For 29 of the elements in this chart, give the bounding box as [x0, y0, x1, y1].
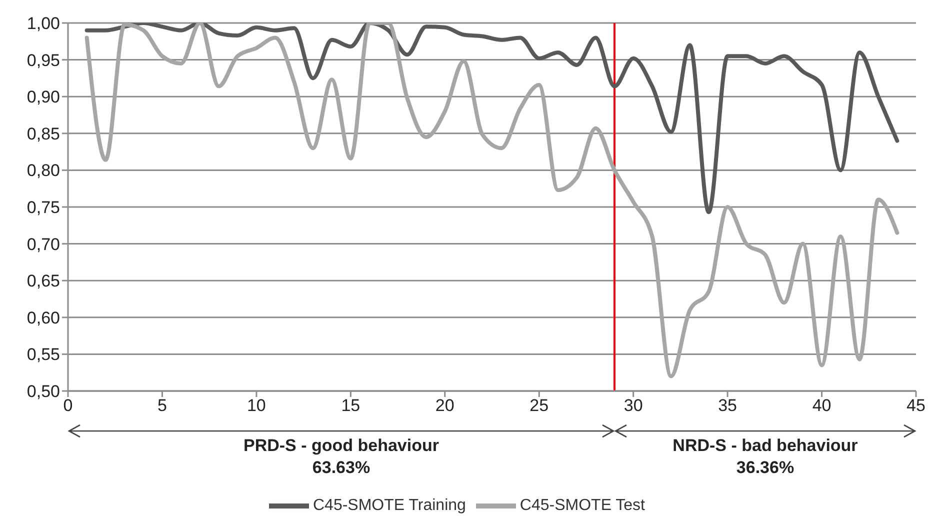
- x-tick-label: 15: [341, 396, 360, 416]
- legend-label: C45-SMOTE Training: [312, 497, 466, 514]
- x-tick-label: 35: [718, 396, 738, 416]
- x-tick-label: 0: [63, 396, 73, 416]
- text: NRD-S - bad behaviour: [672, 436, 858, 455]
- y-tick-label: 0,75: [26, 198, 60, 218]
- y-tick-label: 0,60: [26, 308, 60, 328]
- x-tick-label: 10: [246, 396, 266, 416]
- x-tick-label: 20: [435, 396, 454, 416]
- y-tick-label: 0,55: [26, 345, 60, 364]
- y-tick-label: 0,65: [26, 272, 60, 291]
- x-tick-label: 40: [812, 396, 832, 416]
- y-tick-label: 1,00: [26, 14, 60, 34]
- x-tick-label: 30: [624, 396, 643, 416]
- line-series: [84, 23, 900, 378]
- y-tick-label: 0,80: [26, 161, 60, 180]
- y-tick-label: 0,90: [26, 88, 60, 107]
- y-tick-label: 0,95: [26, 50, 60, 70]
- x-tick-label: 25: [530, 396, 549, 416]
- text: 36.36%: [736, 458, 794, 477]
- y-tick-label: 0,50: [26, 382, 60, 402]
- text: PRD-S - good behaviour: [243, 436, 440, 455]
- y-tick-label: 0,85: [26, 124, 60, 144]
- x-tick-label: 45: [906, 396, 926, 416]
- text: 63.63%: [312, 458, 370, 477]
- line-series: [84, 23, 900, 214]
- x-tick-label: 5: [157, 396, 167, 416]
- legend-label: C45-SMOTE Test: [520, 497, 645, 514]
- y-tick-label: 0,70: [26, 234, 60, 254]
